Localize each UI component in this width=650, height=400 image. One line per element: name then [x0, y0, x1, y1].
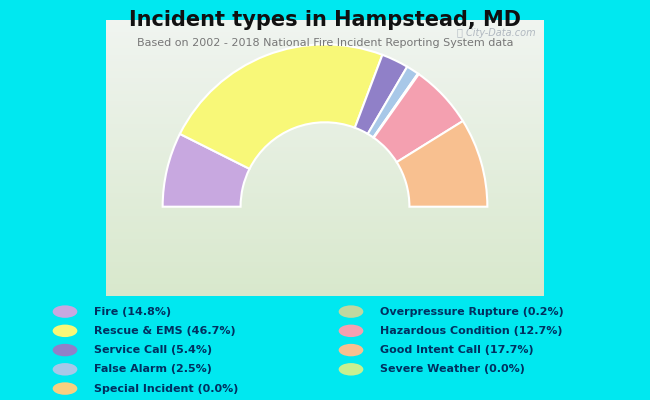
Text: Service Call (5.4%): Service Call (5.4%) [94, 345, 213, 355]
Text: Incident types in Hampstead, MD: Incident types in Hampstead, MD [129, 10, 521, 30]
Text: Overpressure Rupture (0.2%): Overpressure Rupture (0.2%) [380, 306, 564, 317]
Ellipse shape [53, 382, 77, 395]
Ellipse shape [339, 363, 363, 376]
Ellipse shape [53, 363, 77, 376]
Text: Good Intent Call (17.7%): Good Intent Call (17.7%) [380, 345, 534, 355]
Text: Hazardous Condition (12.7%): Hazardous Condition (12.7%) [380, 326, 563, 336]
Ellipse shape [53, 325, 77, 337]
Text: Severe Weather (0.0%): Severe Weather (0.0%) [380, 364, 525, 374]
Ellipse shape [339, 325, 363, 337]
Wedge shape [374, 74, 463, 162]
Text: Ⓣ City-Data.com: Ⓣ City-Data.com [458, 28, 536, 38]
Text: False Alarm (2.5%): False Alarm (2.5%) [94, 364, 212, 374]
Text: Rescue & EMS (46.7%): Rescue & EMS (46.7%) [94, 326, 236, 336]
Ellipse shape [339, 344, 363, 356]
Wedge shape [373, 74, 419, 138]
Wedge shape [396, 121, 488, 207]
Wedge shape [355, 55, 407, 134]
Text: Special Incident (0.0%): Special Incident (0.0%) [94, 384, 239, 394]
Ellipse shape [53, 344, 77, 356]
Wedge shape [180, 44, 382, 169]
Wedge shape [368, 67, 418, 138]
Wedge shape [162, 134, 250, 207]
Text: Fire (14.8%): Fire (14.8%) [94, 306, 172, 317]
Ellipse shape [53, 305, 77, 318]
Text: Based on 2002 - 2018 National Fire Incident Reporting System data: Based on 2002 - 2018 National Fire Incid… [136, 38, 514, 48]
Ellipse shape [339, 305, 363, 318]
